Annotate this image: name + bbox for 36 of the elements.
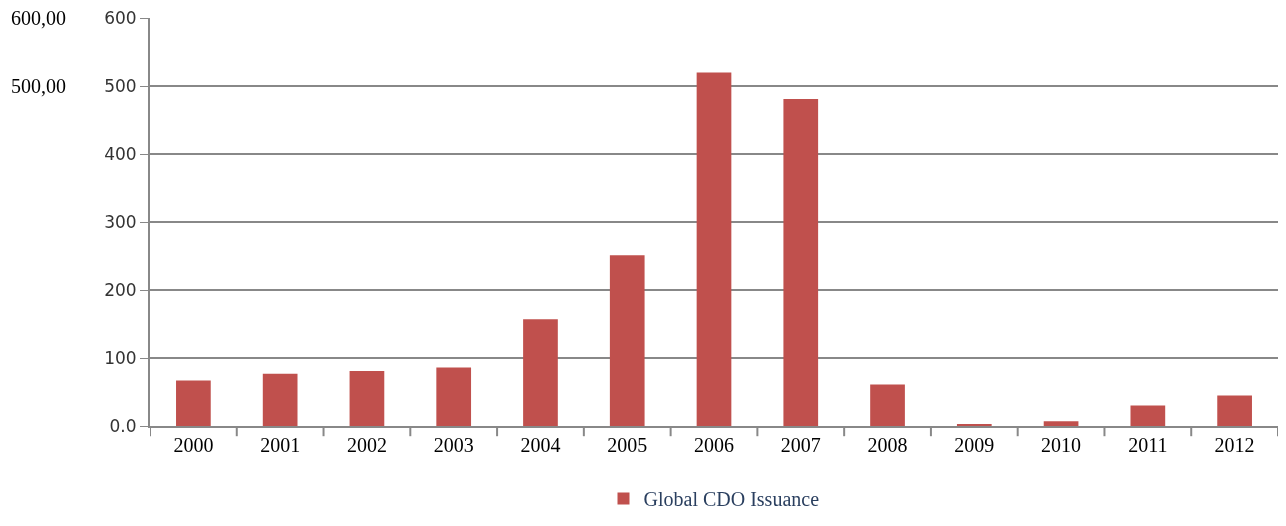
bar [1130,405,1166,426]
x-tick-label: 2009 [954,434,995,456]
x-tick-label: 2003 [433,434,474,456]
x-tick-label: 2001 [260,434,301,456]
bar [956,423,992,426]
bar [696,72,732,426]
y-tick-label: 600 [104,7,137,28]
bar [436,367,472,426]
text: 500,00 [11,75,66,97]
x-tick-label: 2011 [1128,434,1168,456]
bar [783,98,819,426]
bar [349,370,385,426]
bar [523,319,558,426]
bar [1217,395,1252,426]
y-tick-label: 400 [104,143,137,164]
y-tick-label: 300 [104,211,137,232]
x-tick-label: 2002 [346,434,387,456]
x-tick-label: 2010 [1041,434,1082,456]
bar [1043,421,1079,426]
x-tick-label: 2008 [867,434,908,456]
bar [609,255,645,426]
x-tick-label: 2005 [607,434,648,456]
y-tick-label: 500 [104,75,137,96]
x-tick-label: 2000 [173,434,214,456]
x-tick-label: 2012 [1214,434,1255,456]
y-tick-label: 100 [104,347,137,368]
bar [262,373,298,426]
x-tick-label: 2004 [520,434,561,456]
y-tick-label: 200 [104,279,137,300]
bar [870,384,905,426]
text: 600,00 [11,7,66,29]
y-tick-label: 0.0 [109,415,137,436]
x-tick-label: 2006 [694,434,734,456]
bar [176,380,211,426]
legend-label: Global CDO Issuance [643,488,820,511]
x-tick-label: 2007 [780,434,821,456]
